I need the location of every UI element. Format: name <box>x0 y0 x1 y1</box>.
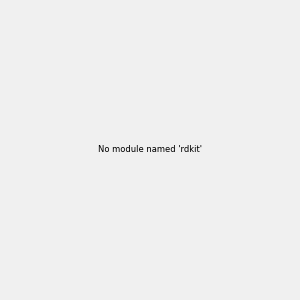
Text: No module named 'rdkit': No module named 'rdkit' <box>98 146 202 154</box>
